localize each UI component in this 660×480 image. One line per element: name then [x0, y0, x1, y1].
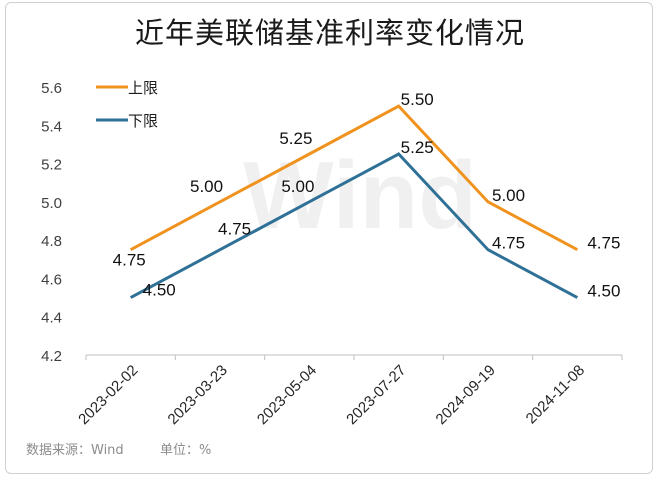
data-label: 5.25	[279, 129, 312, 148]
legend-label: 下限	[128, 112, 158, 130]
x-tick-label: 2024-09-19	[433, 362, 499, 428]
unit-label: 单位：%	[160, 443, 212, 458]
data-label: 4.75	[113, 251, 146, 270]
data-label: 5.00	[492, 186, 525, 205]
y-tick-label: 4.8	[41, 233, 62, 250]
legend-label: 上限	[128, 79, 158, 97]
y-tick-label: 4.6	[41, 271, 62, 288]
y-tick-label: 5.2	[41, 157, 62, 174]
series-lines	[129, 104, 579, 299]
data-label: 5.50	[401, 90, 434, 109]
data-source: 数据来源：Wind	[26, 443, 124, 458]
y-tick-label: 4.4	[41, 310, 62, 327]
x-tick-label: 2024-11-08	[523, 362, 588, 427]
data-label: 5.25	[401, 138, 434, 157]
series-line-0	[129, 104, 579, 252]
data-label: 4.50	[587, 282, 620, 301]
x-tick-label: 2023-02-02	[75, 362, 141, 428]
data-label: 4.50	[143, 281, 176, 300]
data-label: 4.75	[492, 234, 525, 253]
data-label: 4.75	[587, 234, 620, 253]
chart-title: 近年美联储基准利率变化情况	[134, 16, 525, 50]
x-tick-label: 2023-03-23	[165, 362, 231, 428]
data-label: 4.75	[218, 220, 251, 239]
watermark: Wind	[243, 142, 477, 249]
y-tick-label: 5.4	[41, 118, 62, 135]
x-tick-label: 2023-07-27	[343, 362, 409, 428]
data-label: 5.00	[281, 177, 314, 196]
data-labels: 4.75 5.00 5.25 5.50 5.00 4.75 4.50 4.75 5.00 5.25…	[113, 90, 621, 300]
chart-frame	[5, 2, 653, 474]
data-label: 5.00	[190, 177, 223, 196]
y-tick-label: 5.0	[41, 195, 62, 212]
x-tick-label: 2023-05-04	[254, 362, 320, 428]
y-tick-label: 5.6	[41, 80, 62, 97]
series-line-1	[129, 152, 579, 299]
y-tick-label: 4.2	[41, 348, 62, 365]
